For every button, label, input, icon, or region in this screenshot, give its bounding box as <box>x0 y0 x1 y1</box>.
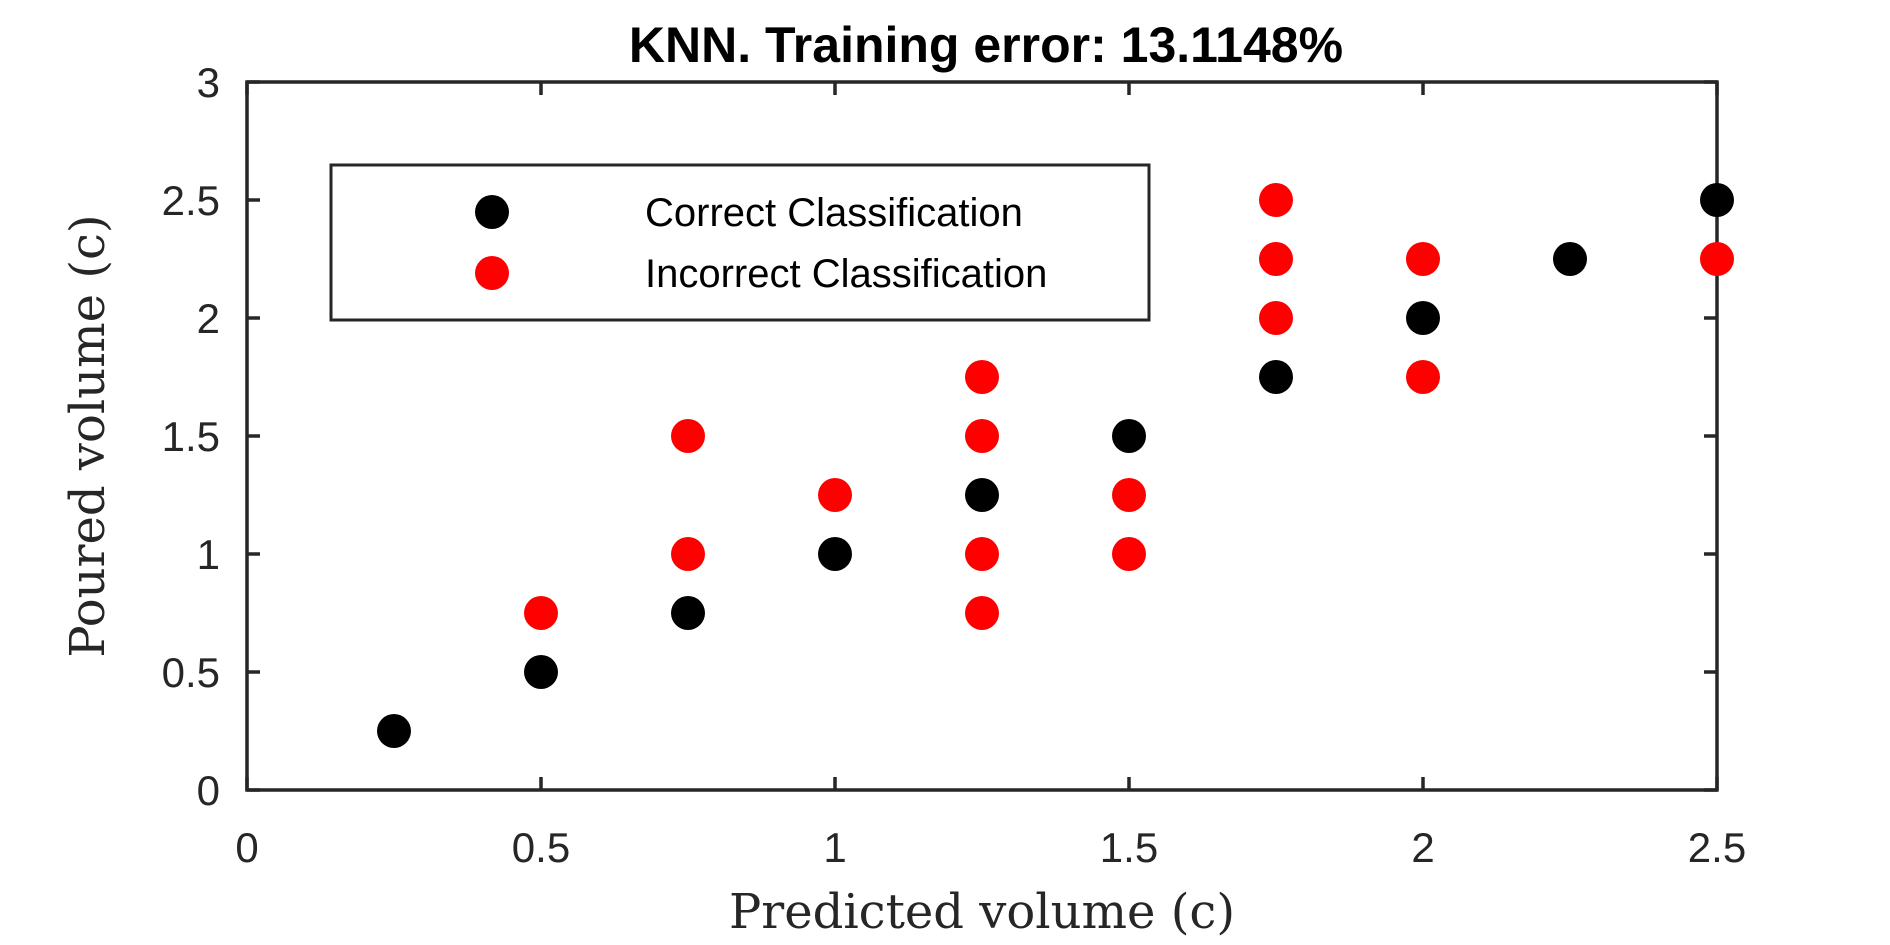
y-tick-label: 0.5 <box>162 649 220 696</box>
x-tick-label: 0.5 <box>512 824 570 871</box>
data-point <box>524 655 558 689</box>
data-points <box>377 183 1734 748</box>
data-point <box>377 714 411 748</box>
axis-tick-labels: 0 0.5 1 1.5 2 2.5 0 0.5 1 1.5 2 2.5 3 <box>162 59 1747 871</box>
y-tick-label: 1 <box>197 531 220 578</box>
data-point <box>818 478 852 512</box>
data-point <box>1700 183 1734 217</box>
data-point <box>671 596 705 630</box>
x-tick-label: 2.5 <box>1688 824 1746 871</box>
data-point <box>1112 537 1146 571</box>
y-tick-label: 0 <box>197 767 220 814</box>
y-tick-label: 1.5 <box>162 413 220 460</box>
axis-ticks <box>245 80 1719 792</box>
data-point <box>1700 242 1734 276</box>
data-point <box>1259 242 1293 276</box>
data-point <box>1406 242 1440 276</box>
data-point <box>1406 360 1440 394</box>
legend: Correct Classification Incorrect Classif… <box>329 163 1151 322</box>
legend-marker-correct <box>475 195 509 229</box>
x-tick-label: 1 <box>823 824 846 871</box>
legend-marker-incorrect <box>475 256 509 290</box>
y-tick-label: 3 <box>197 59 220 106</box>
x-tick-label: 2 <box>1411 824 1434 871</box>
data-point <box>965 360 999 394</box>
series-correct <box>377 183 1734 748</box>
data-point <box>1112 419 1146 453</box>
x-axis-label: Predicted volume (c) <box>729 884 1235 940</box>
data-point <box>965 537 999 571</box>
y-tick-label: 2.5 <box>162 177 220 224</box>
data-point <box>1259 360 1293 394</box>
legend-label-correct: Correct Classification <box>645 191 1023 235</box>
data-point <box>965 596 999 630</box>
y-tick-label: 2 <box>197 295 220 342</box>
x-tick-label: 0 <box>235 824 258 871</box>
legend-box <box>329 163 1151 322</box>
data-point <box>671 537 705 571</box>
chart-title: KNN. Training error: 13.1148% <box>629 17 1343 73</box>
data-point <box>965 419 999 453</box>
data-point <box>965 478 999 512</box>
data-point <box>671 419 705 453</box>
data-point <box>1553 242 1587 276</box>
data-point <box>1406 301 1440 335</box>
data-point <box>1259 301 1293 335</box>
data-point <box>1112 478 1146 512</box>
data-point <box>818 537 852 571</box>
y-axis-label: Poured volume (c) <box>60 214 116 657</box>
x-tick-label: 1.5 <box>1100 824 1158 871</box>
data-point <box>1259 183 1293 217</box>
legend-label-incorrect: Incorrect Classification <box>645 252 1047 296</box>
data-point <box>524 596 558 630</box>
series-incorrect <box>524 183 1734 630</box>
